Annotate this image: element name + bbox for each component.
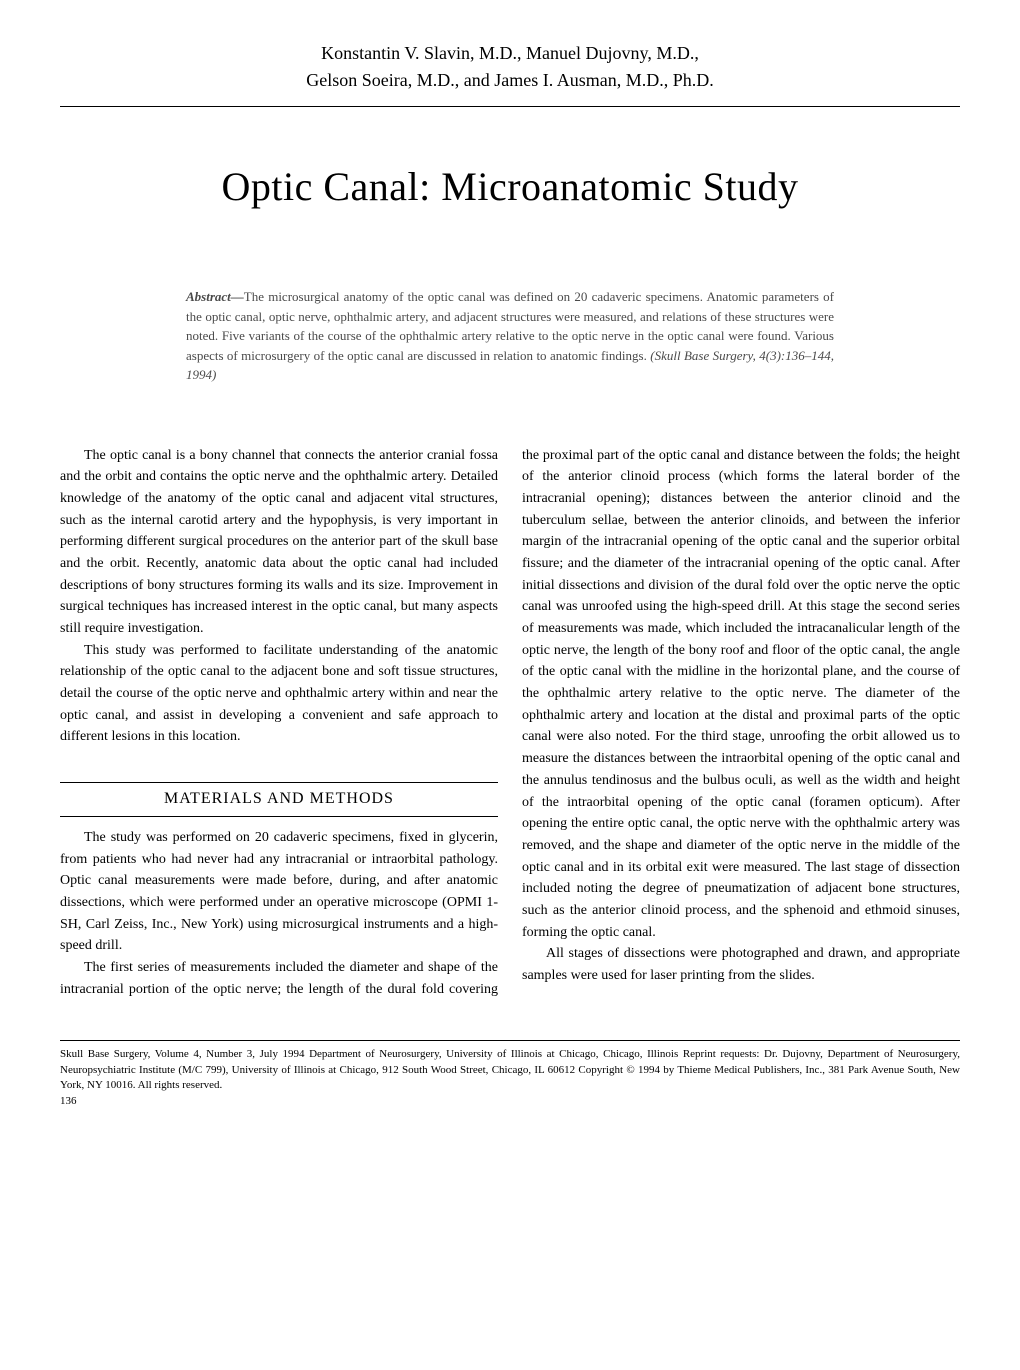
abstract-text: Abstract—The microsurgical anatomy of th… (186, 287, 834, 385)
author-line-1: Konstantin V. Slavin, M.D., Manuel Dujov… (60, 40, 960, 67)
paragraph-3: The study was performed on 20 cadaveric … (60, 827, 498, 957)
section-materials-methods: MATERIALS AND METHODS (60, 762, 498, 827)
paper-title: Optic Canal: Microanatomic Study (60, 157, 960, 217)
paragraph-2: This study was performed to facilitate u… (60, 640, 498, 748)
paragraph-5: All stages of dissections were photograp… (522, 943, 960, 986)
page-number: 136 (60, 1094, 77, 1109)
page-number-block: 136 (60, 1094, 960, 1109)
section-heading-materials: MATERIALS AND METHODS (60, 782, 498, 817)
paragraph-1: The optic canal is a bony channel that c… (60, 445, 498, 640)
abstract-block: Abstract—The microsurgical anatomy of th… (176, 287, 844, 385)
footer-block: Skull Base Surgery, Volume 4, Number 3, … (60, 1047, 960, 1093)
footer-citation: Skull Base Surgery, Volume 4, Number 3, … (60, 1048, 960, 1091)
body-columns: The optic canal is a bony channel that c… (60, 445, 960, 1001)
header-divider (60, 106, 960, 107)
author-line-2: Gelson Soeira, M.D., and James I. Ausman… (60, 67, 960, 94)
abstract-label: Abstract— (186, 289, 244, 304)
footer-divider (60, 1040, 960, 1041)
author-block: Konstantin V. Slavin, M.D., Manuel Dujov… (60, 40, 960, 94)
